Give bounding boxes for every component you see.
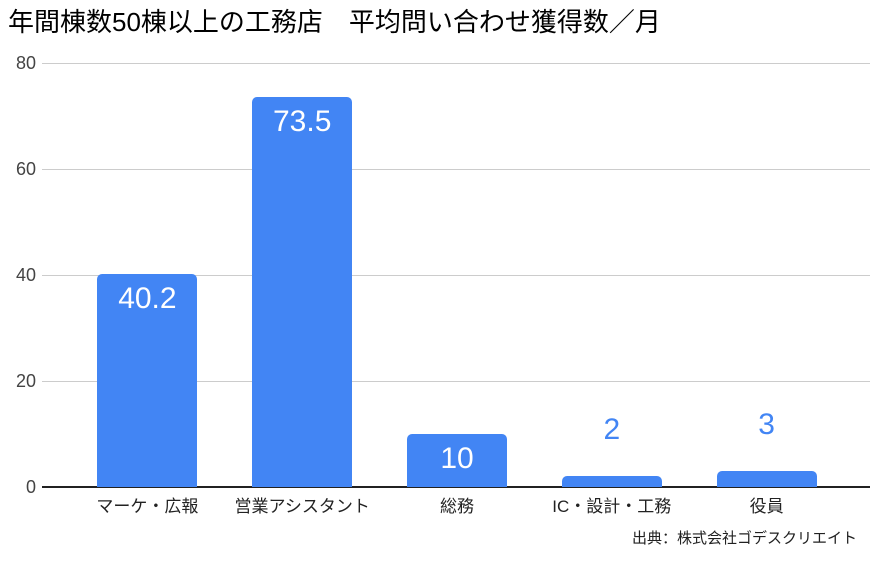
y-axis-tick-label: 80: [15, 53, 36, 73]
y-axis-tick-label: 60: [15, 159, 36, 179]
chart-title: 年間棟数50棟以上の工務店 平均問い合わせ獲得数／月: [8, 7, 661, 37]
bar-総務: [407, 434, 507, 487]
bar-value-label: 40.2: [118, 281, 177, 315]
bar-value-label: 10: [440, 442, 474, 475]
x-category-label: 営業アシスタント: [234, 497, 370, 516]
x-category-label: 役員: [749, 497, 784, 516]
gridline-80: [42, 63, 870, 64]
source-note: 出典：株式会社ゴデスクリエイト: [631, 530, 857, 547]
bar-営業アシスタント: [252, 97, 353, 487]
bar-役員: [716, 471, 817, 487]
bar-value-label: 3: [758, 408, 775, 442]
bar-value-label: 2: [603, 413, 621, 447]
gridline-40: [42, 275, 870, 276]
y-axis-tick-label: 0: [25, 477, 36, 497]
x-category-label: マーケ・広報: [96, 497, 199, 516]
bar-value-label: 73.5: [272, 105, 332, 139]
x-axis-baseline: [42, 486, 870, 488]
x-category-label: IC・設計・工務: [552, 497, 672, 516]
gridline-60: [42, 169, 870, 170]
x-category-label: 総務: [439, 497, 474, 516]
bar-マーケ・広報: [97, 273, 198, 487]
gridline-20: [42, 381, 870, 382]
bar-IC・設計・工務: [561, 476, 662, 487]
plot-area: 0 20 40 60 80 40.2 マーケ・広報 73.5 営業アシスタント 10 総務 2 IC・設…: [16, 53, 870, 516]
y-axis-tick-label: 40: [15, 265, 36, 285]
y-axis-tick-label: 20: [15, 371, 36, 391]
